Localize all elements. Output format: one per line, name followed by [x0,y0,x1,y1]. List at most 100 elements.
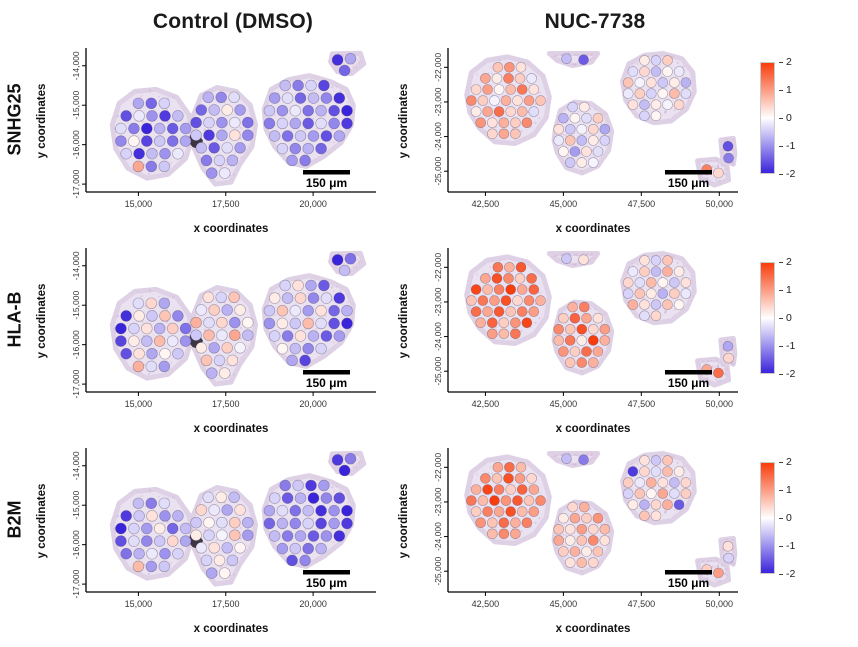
spot [190,329,202,341]
tissue-speckle [273,543,275,545]
tissue-speckle [355,264,358,267]
tissue-speckle [232,573,235,576]
scale-bar [303,570,350,575]
spot [320,530,333,542]
spot [576,357,588,368]
y-axis-title: y coordinates [36,284,48,359]
colorbar-tick: 1 [779,484,792,496]
spot [673,499,685,510]
scale-bar-label: 150 μm [306,176,347,190]
tissue-speckle [223,501,226,504]
spot [146,547,158,560]
x-tick-label: 50,000 [706,399,734,409]
spot [599,524,611,535]
tissue-speckle [350,72,352,74]
tissue-speckle [671,455,675,459]
tissue-speckle [733,156,735,159]
tissue-speckle [559,457,561,459]
tissue-speckle [232,373,235,376]
spot [279,279,291,292]
tissue-speckle [166,108,168,111]
tissue-speckle [678,291,681,293]
tissue-speckle [527,64,529,67]
spot [639,466,650,477]
spot [576,324,588,335]
spot [145,297,158,310]
spot [514,273,526,284]
spot [305,479,317,492]
tissue-speckle [579,552,583,555]
tissue-speckle [350,68,353,71]
spot [650,266,662,277]
tissue-speckle [169,163,172,166]
tissue-speckle [726,138,729,141]
tissue-speckle [355,64,358,67]
tissue-speckle [594,557,596,558]
tissue-speckle [659,464,662,466]
tissue-speckle [346,62,348,64]
tissue-speckle [667,118,670,121]
spot [639,510,650,522]
tissue-speckle [140,495,143,498]
tissue-speckle [249,511,251,513]
spot [302,104,314,117]
x-axis-title: x coordinates [556,623,631,635]
spot [294,530,307,542]
x-tick-label: 15,000 [125,599,153,609]
spot [159,147,171,160]
spot [234,542,246,554]
spot [318,79,330,92]
y-tick-label: -24,000 [433,122,443,151]
tissue-speckle [530,326,532,328]
scale-bar-label: 150 μm [306,376,347,390]
tissue-speckle [511,128,513,130]
tissue-speckle [558,458,560,461]
spot [338,464,351,477]
spot [526,473,537,484]
tissue-speckle [712,565,714,567]
tissue-speckle [600,323,603,326]
tissue-speckle [356,463,359,466]
y-tick-label: -25,000 [433,157,443,186]
tissue-speckle [572,263,574,265]
spot [564,557,576,568]
spot [328,504,340,517]
spot [328,104,340,117]
tissue-speckle [144,505,147,508]
tissue-speckle [147,372,150,376]
tissue-speckle [317,155,319,158]
spacer [0,2,30,40]
tissue-speckle [144,105,147,108]
spot [498,528,510,540]
tissue-speckle [567,155,569,156]
x-axis-title: x coordinates [194,223,269,235]
tissue-speckle [166,520,169,524]
tissue-speckle [682,265,685,268]
tissue-speckle [592,120,594,122]
tissue-speckle [337,452,340,455]
tissue-speckle [234,352,236,354]
tissue-speckle [338,269,340,271]
tissue-speckle [579,152,583,155]
spot [179,322,192,335]
spot [510,128,521,140]
tissue-speckle [215,339,218,342]
tissue-speckle [569,551,571,553]
spot [315,317,327,330]
tissue-speckle [673,109,676,112]
tissue-speckle [672,317,674,318]
tissue-speckle [570,463,572,465]
tissue-speckle [732,149,735,151]
x-tick-label: 20,000 [299,399,327,409]
tissue-speckle [713,360,715,363]
spot [521,317,533,328]
tissue-speckle [577,460,579,462]
tissue-speckle [314,279,316,281]
spot [115,535,127,547]
spot [242,316,254,329]
spot [622,477,634,488]
spot [576,124,588,135]
tissue-speckle [561,344,565,347]
tissue-speckle [116,314,119,318]
tissue-speckle [527,264,529,267]
